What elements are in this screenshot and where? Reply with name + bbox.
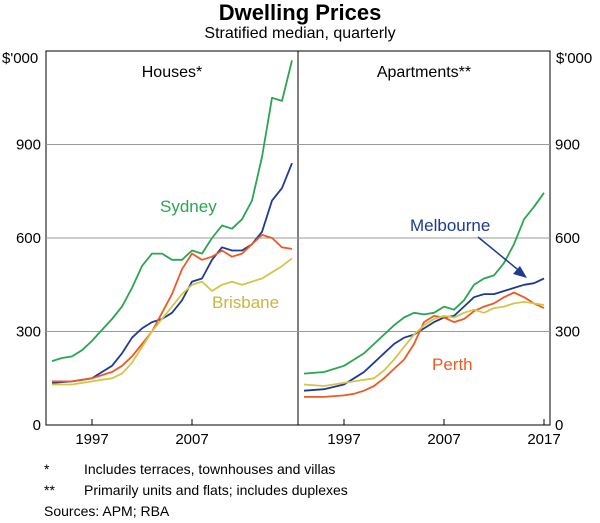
y-tick-label: 0 (555, 417, 563, 434)
y-unit-label-right: $'000 (556, 50, 592, 67)
apartments-panel-title: Apartments** (377, 64, 471, 81)
footnote-apartments: ** Primarily units and flats; includes d… (0, 482, 600, 500)
x-tick-label: 1997 (327, 431, 360, 448)
sources-note: Sources: APM; RBA (44, 503, 170, 519)
x-tick-label: 2017 (527, 431, 560, 448)
melbourne-pointer-arrowhead (513, 266, 527, 278)
y-tick-label: 600 (555, 230, 580, 247)
footnote-houses: * Includes terraces, townhouses and vill… (0, 461, 600, 479)
series-lines (51, 60, 545, 398)
x-tick-label: 1997 (75, 431, 108, 448)
brisbane-line-houses (52, 257, 293, 386)
footnote-mark: * (44, 461, 50, 477)
footnote-text: Primarily units and flats; includes dupl… (84, 482, 348, 498)
chart-subtitle: Stratified median, quarterly (204, 25, 396, 42)
sydney-line-apartments (303, 192, 545, 375)
chart-title: Dwelling Prices (218, 0, 382, 25)
perth-line-houses (52, 234, 293, 383)
y-tick-label: 600 (16, 230, 41, 247)
axis-ticks: 0 300 600 900 1997 2007 0 300 600 900 1997 2007 2017 (16, 137, 580, 449)
melbourne-pointer-line (477, 236, 523, 274)
houses-panel-title: Houses* (142, 64, 202, 81)
perth-series-label: Perth (432, 355, 473, 374)
brisbane-line-apartments (303, 301, 545, 387)
melbourne-series-label: Melbourne (410, 216, 490, 235)
x-tick-label: 2007 (427, 431, 460, 448)
footnote-text: Includes terraces, townhouses and villas (84, 461, 336, 477)
sydney-series-label: Sydney (160, 197, 217, 216)
footnote-mark: ** (44, 482, 55, 498)
y-tick-label: 300 (16, 324, 41, 341)
sydney-line-houses (51, 60, 293, 362)
y-tick-label: 0 (33, 417, 41, 434)
y-tick-label: 900 (16, 137, 41, 154)
y-tick-label: 900 (555, 137, 580, 154)
y-tick-label: 300 (555, 324, 580, 341)
brisbane-series-label: Brisbane (212, 293, 279, 312)
perth-line-apartments (304, 291, 545, 398)
x-tick-label: 2007 (175, 431, 208, 448)
y-unit-label-left: $'000 (2, 50, 38, 67)
melbourne-line-apartments (303, 277, 545, 392)
